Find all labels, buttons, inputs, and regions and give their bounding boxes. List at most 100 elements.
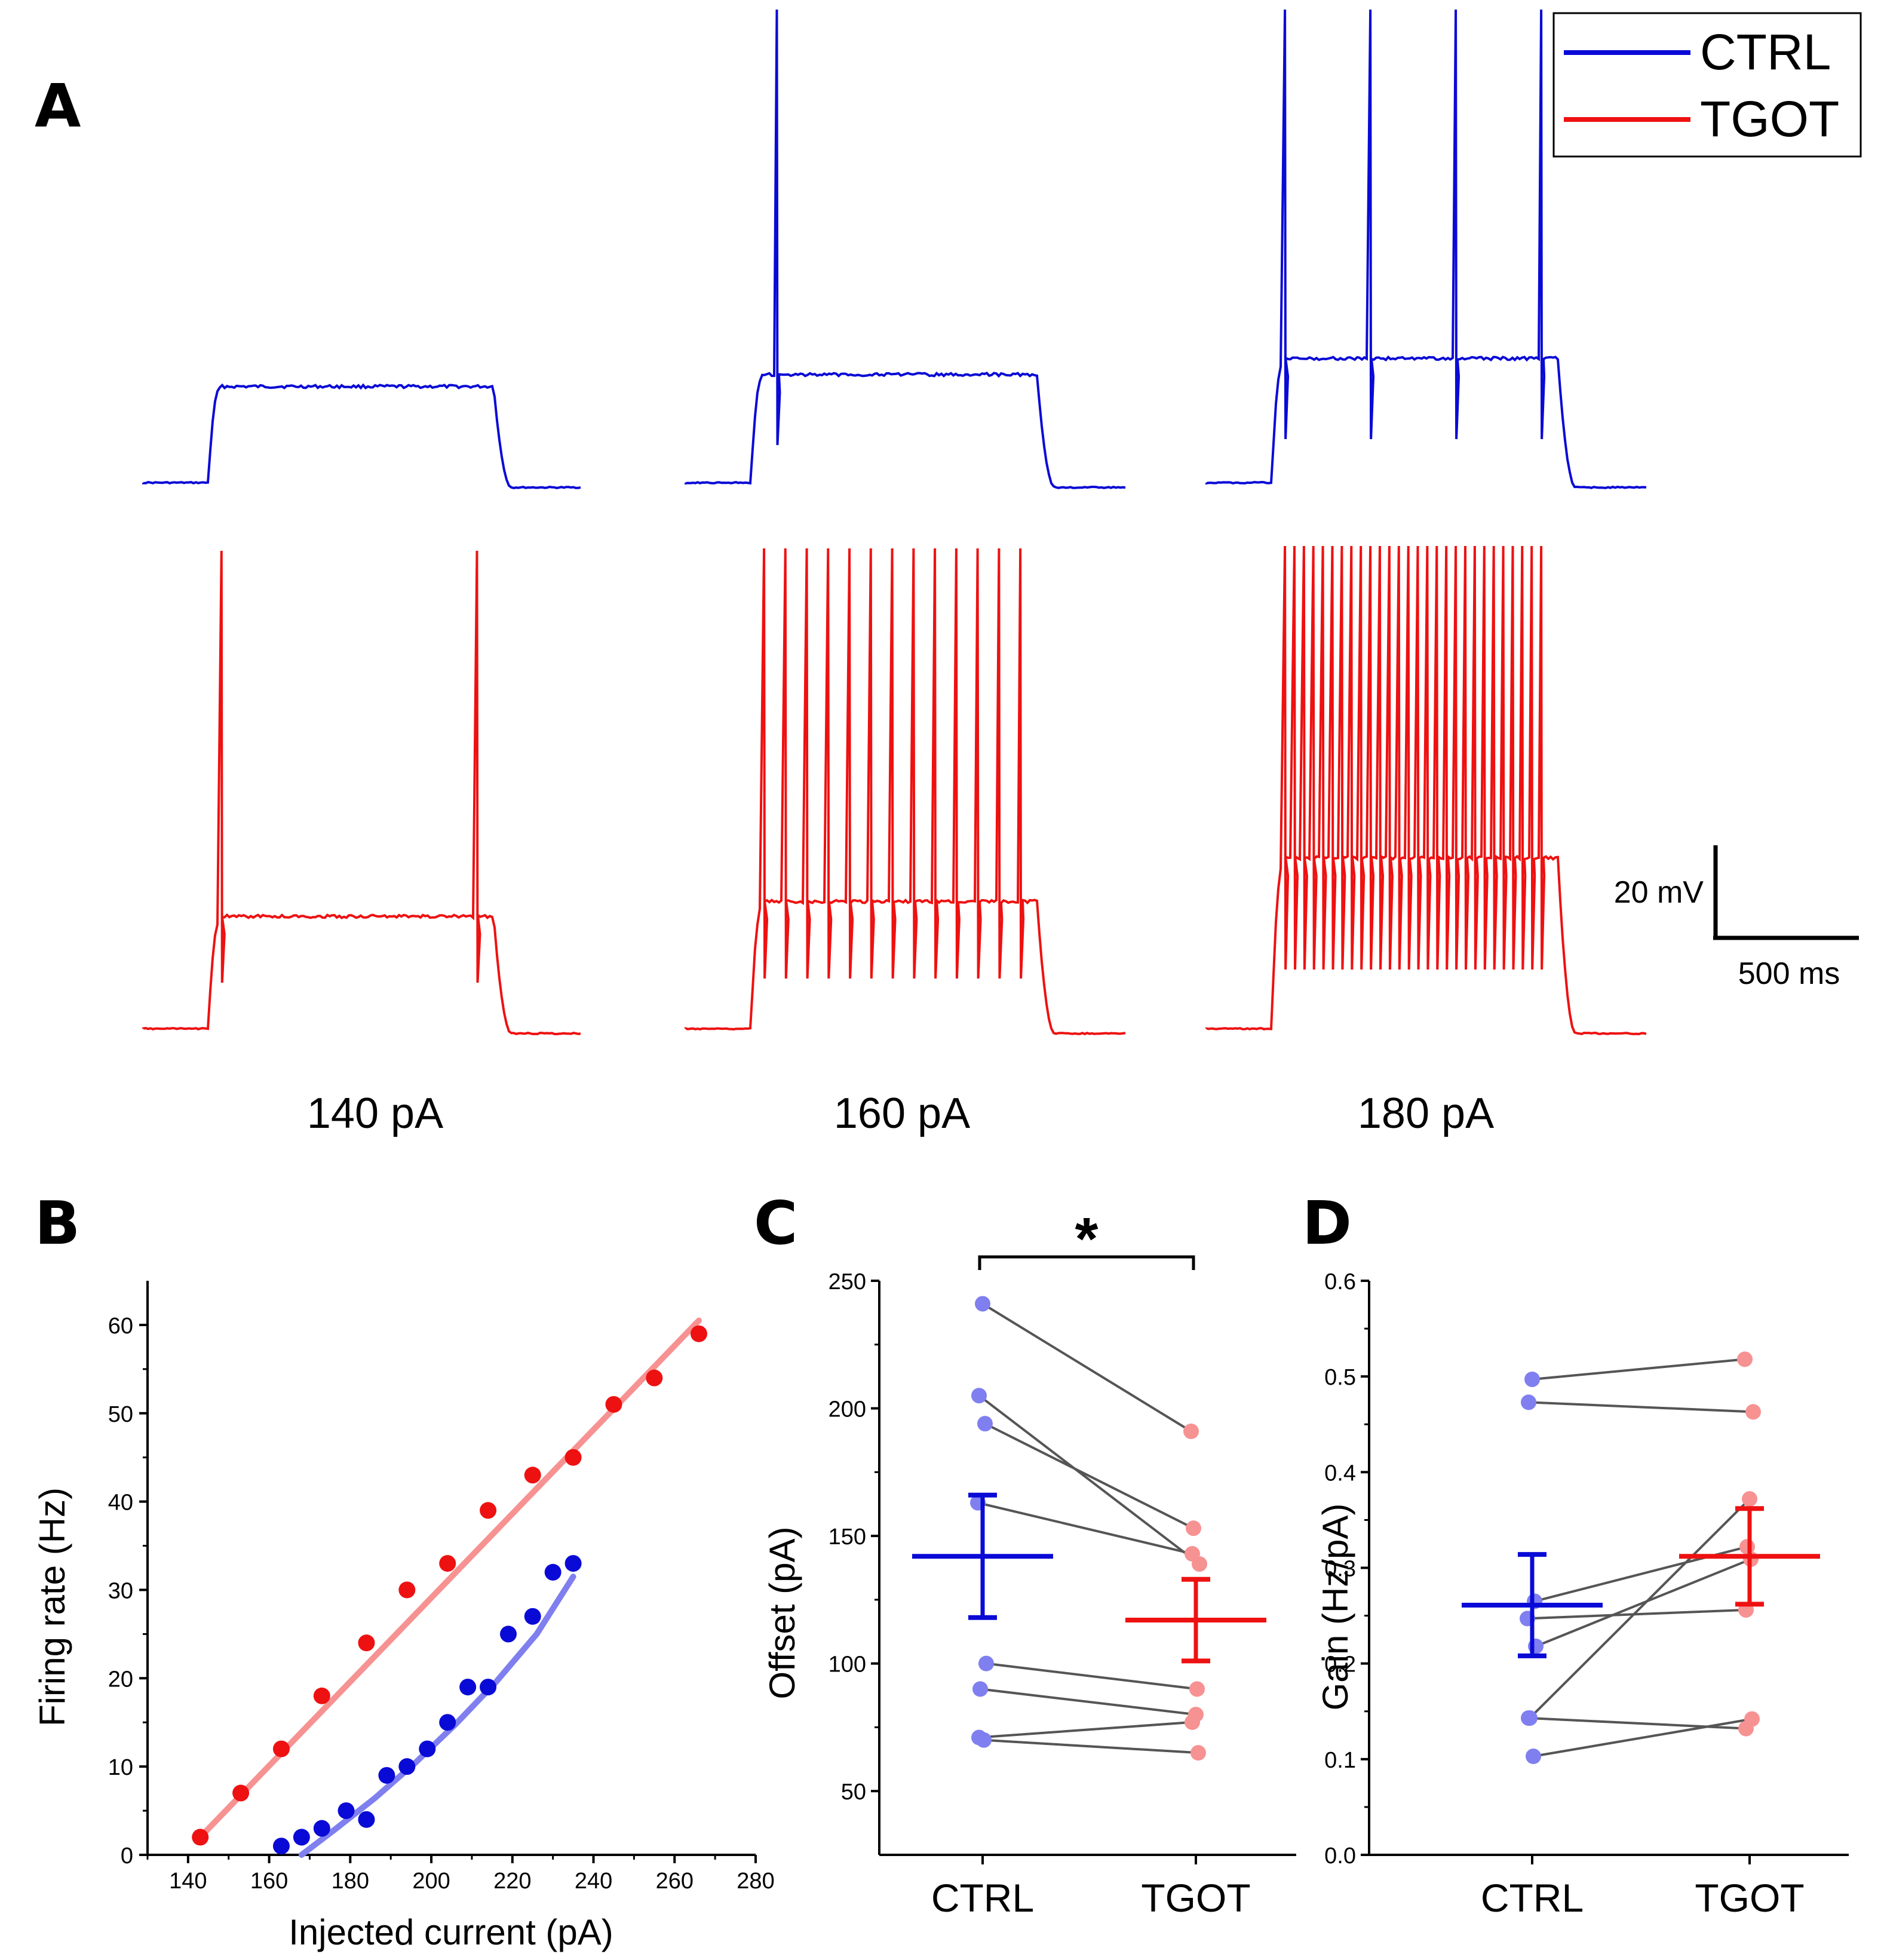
panel-d-axes: 0.0 0.1 0.2 0.3 0.4 0.5 0.6 — [1324, 1269, 1849, 1869]
panel-d-summary — [1462, 1506, 1820, 1658]
d-y-tick-label: 0.4 — [1324, 1461, 1356, 1486]
d-pair-line — [1529, 1498, 1751, 1719]
c-point-ctrl — [976, 1732, 992, 1748]
c-pair-line — [986, 1662, 1198, 1691]
panel-b-x-tick-label: 240 — [575, 1869, 612, 1894]
panel-b-points — [192, 1325, 707, 1855]
panel-d-category-ctrl: CTRL — [1481, 1876, 1584, 1920]
d-point-ctrl — [1526, 1749, 1541, 1765]
c-pair-line — [978, 1720, 1193, 1739]
panel-b-x-tick-label: 160 — [250, 1869, 288, 1894]
point-ctrl — [564, 1555, 582, 1572]
c-point-tgot — [1189, 1681, 1205, 1697]
d-point-tgot — [1742, 1491, 1757, 1507]
current-label-180: 180 pA — [1358, 1090, 1494, 1137]
legend: CTRL TGOT — [1552, 12, 1862, 158]
panel-c-category-ctrl: CTRL — [931, 1876, 1034, 1920]
scale-bar: 20 mV 500 ms — [1614, 845, 1859, 991]
d-point-tgot — [1745, 1404, 1761, 1420]
point-tgot — [690, 1325, 707, 1342]
current-label-140: 140 pA — [307, 1090, 443, 1137]
legend-label-ctrl: CTRL — [1700, 24, 1831, 80]
trace-tgot-140pa — [142, 550, 581, 1036]
scale-bar-voltage-label: 20 mV — [1614, 875, 1704, 910]
d-pair-line — [1532, 1358, 1745, 1381]
c-point-tgot — [1186, 1520, 1201, 1536]
c-y-tick-label: 200 — [829, 1397, 866, 1422]
point-tgot — [439, 1555, 456, 1572]
c-y-tick-label: 100 — [829, 1652, 866, 1677]
trace-ctrl-160pa — [685, 9, 1126, 489]
c-point-tgot — [1185, 1546, 1200, 1562]
panel-b-y-tick-label: 10 — [108, 1755, 133, 1780]
panel-b-y-tick-label: 20 — [108, 1667, 133, 1692]
point-tgot — [605, 1395, 622, 1413]
panel-c-axes: 50 100 150 200 250 — [829, 1269, 1296, 1864]
point-tgot — [524, 1467, 541, 1484]
panel-a-letter: A — [35, 71, 81, 141]
c-y-tick-label: 150 — [829, 1525, 866, 1550]
panel-b-x-tick-label: 200 — [412, 1869, 450, 1894]
panel-b-axes: 140 160 180 200 220 240 260 280 0 10 20 30 40 50 60 — [108, 1281, 775, 1894]
panel-b-x-tick-label: 260 — [656, 1869, 694, 1894]
point-ctrl — [524, 1608, 541, 1625]
point-tgot — [192, 1829, 209, 1846]
c-pair-line — [980, 1688, 1196, 1716]
significance-bracket-line — [978, 1255, 1195, 1270]
panel-d: D 0.0 0.1 0.2 0.3 0.4 0.5 0.6 Gain (Hz/pA) CTR… — [1302, 1188, 1849, 1920]
c-pair-line — [977, 1501, 1193, 1555]
d-pair-line — [1527, 1608, 1747, 1620]
point-ctrl — [439, 1714, 456, 1731]
point-ctrl — [500, 1625, 517, 1643]
c-point-ctrl — [972, 1681, 988, 1697]
panel-b-letter: B — [35, 1188, 80, 1258]
point-ctrl — [398, 1758, 416, 1775]
d-y-tick-label: 0.6 — [1324, 1269, 1356, 1295]
c-pair-line — [981, 1302, 1192, 1433]
point-tgot — [564, 1449, 582, 1466]
d-pair-line — [1535, 1558, 1751, 1648]
point-tgot — [232, 1784, 250, 1802]
panel-b-y-tick-label: 30 — [108, 1578, 133, 1603]
d-y-tick-label: 0.0 — [1324, 1844, 1356, 1869]
panel-c-summary — [912, 1492, 1266, 1664]
c-y-tick-label: 250 — [829, 1269, 866, 1295]
point-ctrl — [337, 1802, 355, 1820]
c-point-tgot — [1185, 1714, 1200, 1730]
d-y-tick-label: 0.2 — [1324, 1652, 1356, 1677]
c-point-ctrl — [977, 1416, 993, 1432]
point-ctrl — [272, 1838, 290, 1855]
point-tgot — [480, 1502, 497, 1519]
legend-label-tgot: TGOT — [1700, 91, 1839, 147]
d-y-tick-label: 0.1 — [1324, 1748, 1356, 1773]
trace-ctrl-180pa — [1205, 9, 1647, 489]
d-point-tgot — [1744, 1711, 1760, 1727]
trace-tgot-160pa — [685, 548, 1126, 1036]
panel-b-x-tick-label: 180 — [332, 1869, 369, 1894]
panel-b-y-tick-label: 50 — [108, 1402, 133, 1427]
panel-a: A CTRL TGOT 20 mV 500 ms 140 pA 160 pA 1… — [35, 9, 1862, 1137]
panel-b-xlabel: Injected current (pA) — [289, 1912, 613, 1952]
d-pair-line — [1533, 1717, 1753, 1757]
c-point-ctrl — [978, 1655, 994, 1671]
significance-bracket: * — [978, 1206, 1195, 1272]
panel-c-ylabel: Offset (pA) — [762, 1527, 802, 1700]
panel-b-y-tick-label: 0 — [121, 1844, 133, 1869]
panel-d-category-tgot: TGOT — [1695, 1876, 1804, 1920]
point-tgot — [358, 1634, 375, 1652]
d-y-tick-label: 0.5 — [1324, 1365, 1356, 1390]
c-point-ctrl — [971, 1388, 987, 1404]
point-ctrl — [419, 1740, 436, 1757]
point-ctrl — [358, 1811, 375, 1828]
panel-c-letter: C — [754, 1188, 797, 1258]
d-pair-line — [1528, 1401, 1754, 1413]
panel-b-ylabel: Firing rate (Hz) — [32, 1487, 72, 1726]
point-tgot — [398, 1581, 416, 1599]
c-pair-line — [978, 1394, 1201, 1565]
d-point-tgot — [1737, 1351, 1753, 1367]
panel-c: C 50 100 150 200 250 * Offset (pA) CTRL TGOT — [754, 1188, 1296, 1920]
significance-star: * — [1075, 1206, 1099, 1272]
panel-c-pair-lines — [977, 1302, 1201, 1755]
